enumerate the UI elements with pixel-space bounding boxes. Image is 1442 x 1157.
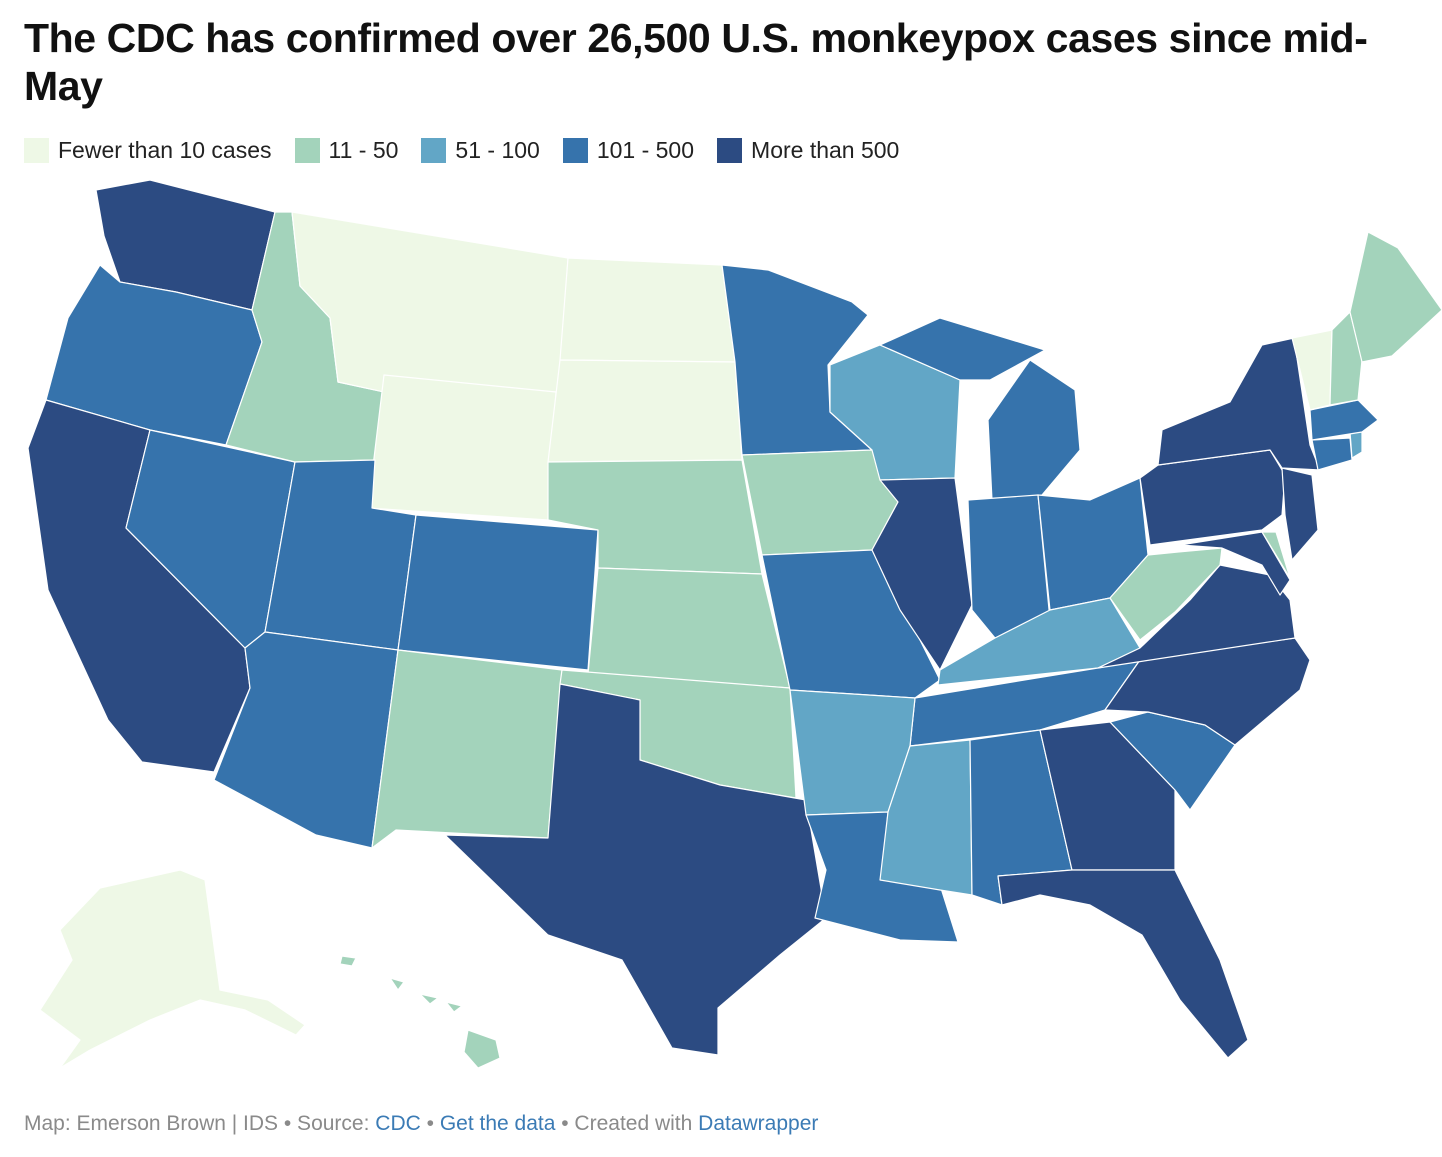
state-VA[interactable] [1097,564,1296,669]
state-KS[interactable] [587,567,791,689]
footer-separator: • [420,1112,440,1135]
legend-item-11-50: 11 - 50 [294,137,399,163]
state-HI[interactable] [339,955,501,1069]
state-MN[interactable] [721,264,873,456]
footer-created-with: • Created with [555,1112,699,1135]
legend-swatch [24,137,49,163]
state-TX[interactable] [444,683,827,1056]
legend-label: 51 - 100 [455,137,540,163]
state-KY[interactable] [937,597,1141,686]
chart-title: The CDC has confirmed over 26,500 U.S. m… [24,15,1368,109]
state-WV[interactable] [1109,547,1223,641]
legend-item-101-500: 101 - 500 [562,137,695,163]
legend-swatch [562,137,588,163]
state-ND[interactable] [559,257,736,363]
get-the-data-link[interactable]: Get the data [439,1112,556,1135]
state-ME[interactable] [1349,231,1442,363]
legend-label: 101 - 500 [596,137,695,163]
state-SD[interactable] [547,359,743,463]
datawrapper-link[interactable]: Datawrapper [698,1112,819,1135]
state-IA[interactable] [741,449,899,556]
legend-item-fewer-than-10: Fewer than 10 cases [24,137,272,163]
legend-swatch [717,137,743,163]
legend-label: 11 - 50 [328,137,399,163]
state-DE[interactable] [1261,531,1291,579]
state-CO[interactable] [397,514,599,671]
state-WY[interactable] [367,374,557,521]
legend-swatch [421,137,447,163]
state-NY[interactable] [1157,337,1321,471]
legend-label: Fewer than 10 cases [58,137,272,163]
state-NM[interactable] [371,649,563,849]
legend: Fewer than 10 cases 11 - 50 51 - 100 101… [24,137,922,163]
state-NJ[interactable] [1281,467,1319,561]
state-AK[interactable] [39,869,306,1069]
legend-item-51-100: 51 - 100 [421,137,540,163]
footer: Map: Emerson Brown | IDS • Source: CDC •… [24,1112,818,1136]
legend-label: More than 500 [751,137,900,163]
state-FL[interactable] [997,869,1249,1059]
footer-credit: Map: Emerson Brown | IDS • Source: [24,1112,376,1135]
state-CT[interactable] [1311,437,1353,471]
legend-swatch [294,137,320,163]
state-NH[interactable] [1329,311,1363,406]
state-IL[interactable] [871,477,973,671]
state-GA[interactable] [1039,721,1176,871]
legend-item-more-than-500: More than 500 [717,137,899,163]
source-link[interactable]: CDC [375,1112,421,1135]
state-RI[interactable] [1349,431,1363,459]
